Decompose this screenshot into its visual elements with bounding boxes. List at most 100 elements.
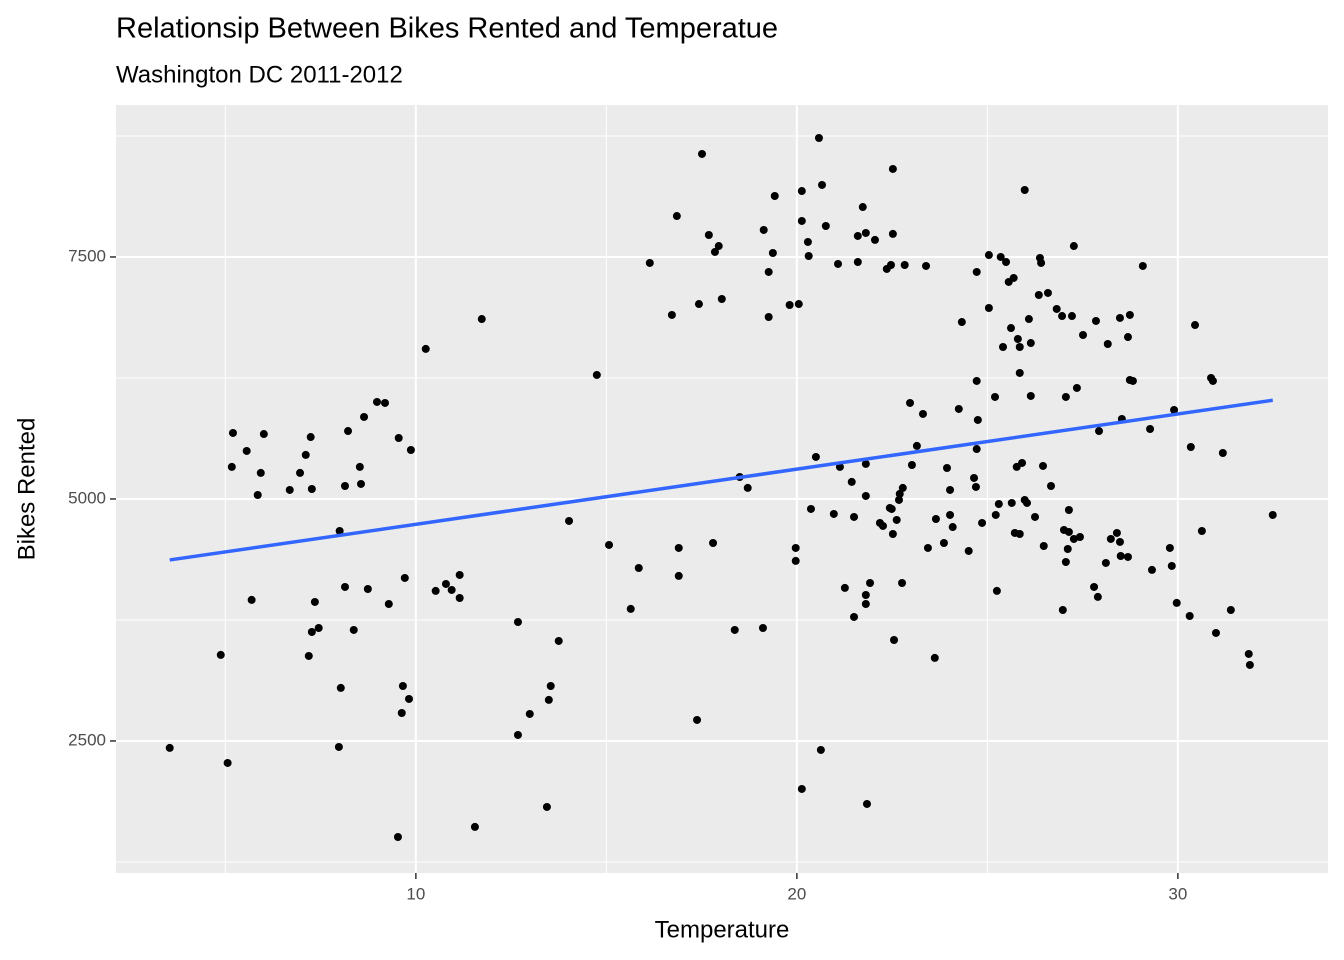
point [861, 228, 870, 237]
point [398, 681, 407, 690]
point [907, 460, 916, 469]
point [1061, 557, 1070, 566]
point [1101, 558, 1110, 567]
point [645, 258, 654, 267]
point [870, 235, 879, 244]
point [1039, 542, 1048, 551]
point [998, 342, 1007, 351]
point [1125, 310, 1134, 319]
point [1186, 442, 1195, 451]
point [1123, 333, 1132, 342]
point [697, 149, 706, 158]
point [1218, 448, 1227, 457]
point [942, 463, 951, 472]
point [791, 556, 800, 565]
point [895, 489, 904, 498]
point [1170, 406, 1179, 415]
point [797, 187, 806, 196]
point [1090, 582, 1099, 591]
point [1106, 534, 1115, 543]
point [1018, 458, 1027, 467]
point [1191, 321, 1200, 330]
point [1165, 543, 1174, 552]
point [525, 709, 534, 718]
point [770, 191, 779, 200]
point [242, 446, 251, 455]
y-tick-label: 2500 [68, 730, 106, 749]
point [1103, 339, 1112, 348]
point [888, 164, 897, 173]
point [853, 231, 862, 240]
point [247, 595, 256, 604]
point [340, 582, 349, 591]
point [923, 543, 932, 552]
point [709, 539, 718, 548]
point [1075, 533, 1084, 542]
point [455, 570, 464, 579]
point [743, 483, 752, 492]
point [768, 249, 777, 258]
point [394, 433, 403, 442]
point [694, 300, 703, 309]
point [356, 479, 365, 488]
point [421, 344, 430, 353]
point [918, 409, 927, 418]
point [994, 500, 1003, 509]
point [259, 430, 268, 439]
point [862, 799, 871, 808]
point [1043, 288, 1052, 297]
point [991, 510, 1000, 519]
point [554, 636, 563, 645]
point [1015, 368, 1024, 377]
point [821, 221, 830, 230]
point [861, 599, 870, 608]
x-tick-label: 30 [1168, 884, 1187, 903]
point [1128, 376, 1137, 385]
point [1115, 313, 1124, 322]
point [931, 515, 940, 524]
point [1123, 552, 1132, 561]
chart-subtitle: Washington DC 2011-2012 [116, 61, 403, 88]
point [344, 427, 353, 436]
point [1172, 598, 1181, 607]
point [674, 571, 683, 580]
point [794, 300, 803, 309]
point [301, 450, 310, 459]
point [1013, 334, 1022, 343]
point [334, 742, 343, 751]
point [1020, 185, 1029, 194]
point [546, 681, 555, 690]
point [878, 521, 887, 530]
point [1095, 427, 1104, 436]
point [1064, 527, 1073, 536]
point [811, 452, 820, 461]
point [1069, 242, 1078, 251]
point [791, 543, 800, 552]
point [1211, 628, 1220, 637]
point [400, 573, 409, 582]
point [1034, 291, 1043, 300]
point [296, 468, 305, 477]
point [565, 516, 574, 525]
point [306, 433, 315, 442]
point [1039, 461, 1048, 470]
point [1167, 561, 1176, 570]
x-axis-title: Temperature [655, 916, 790, 943]
point [900, 261, 909, 270]
point [797, 216, 806, 225]
point [970, 473, 979, 482]
point [693, 715, 702, 724]
point [861, 590, 870, 599]
point [954, 404, 963, 413]
point [1069, 534, 1078, 543]
point [1268, 510, 1277, 519]
point [216, 650, 225, 659]
point [1015, 342, 1024, 351]
point [1138, 261, 1147, 270]
y-tick-label: 5000 [68, 488, 106, 507]
point [634, 563, 643, 572]
point [455, 593, 464, 602]
point [165, 743, 174, 752]
point [912, 441, 921, 450]
point [1112, 528, 1121, 537]
